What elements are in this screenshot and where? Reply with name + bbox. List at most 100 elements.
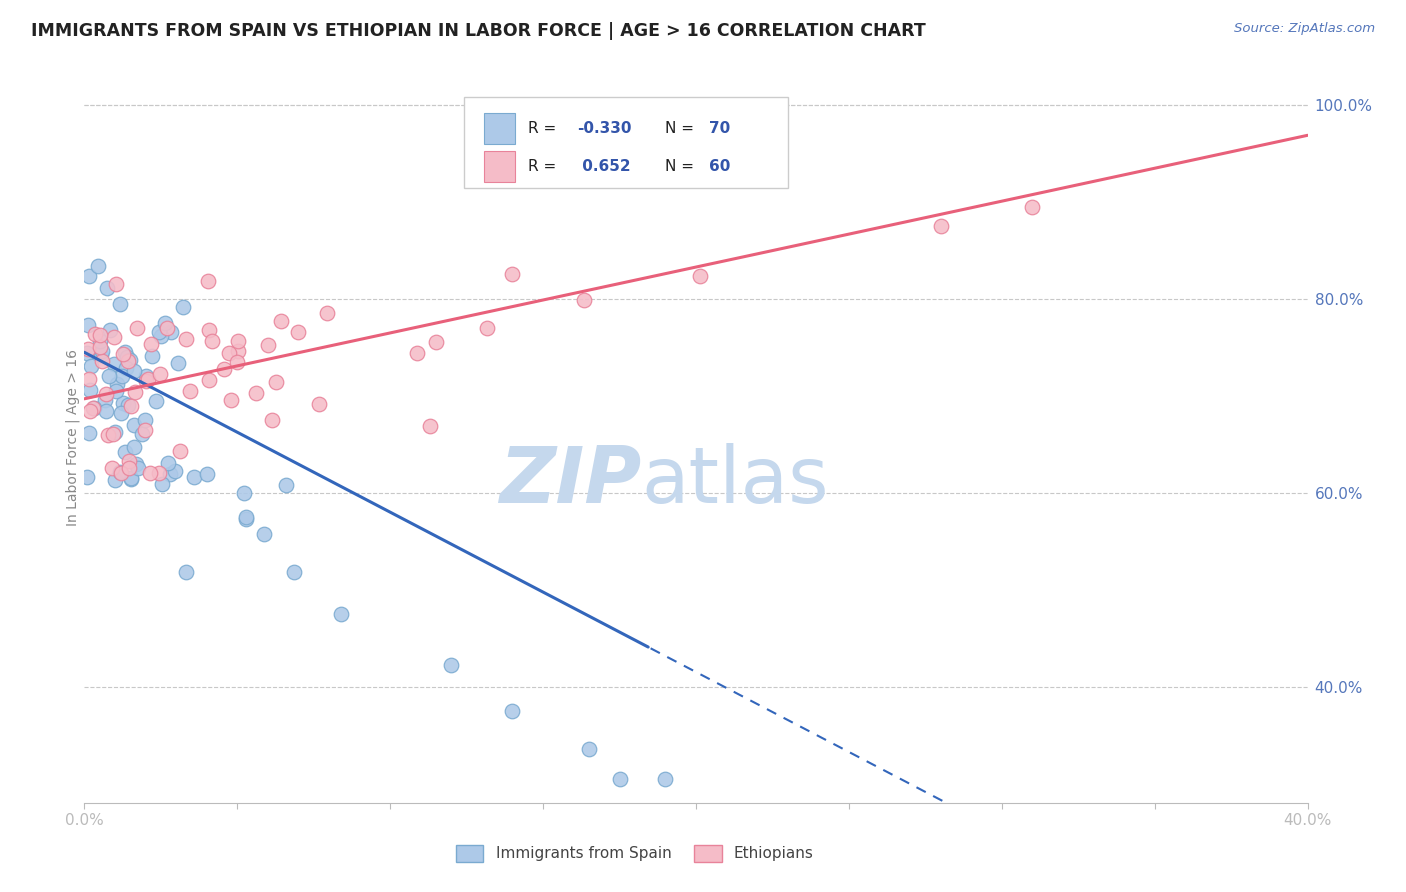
Point (405, 345, 427, 359)
Point (89, 340, 111, 354)
Point (110, 406, 132, 420)
Point (94, 392, 117, 407)
Point (419, 419, 441, 434)
Point (108, 297, 131, 311)
Point (149, 368, 172, 382)
Point (89, 348, 111, 362)
Text: R =: R = (529, 159, 561, 174)
Point (124, 385, 146, 400)
Point (112, 347, 135, 361)
Point (94, 404, 117, 418)
Point (149, 328, 172, 343)
Point (201, 334, 224, 348)
Point (103, 329, 125, 343)
Point (141, 349, 163, 363)
Point (124, 440, 146, 454)
Point (125, 321, 148, 335)
Point (253, 527, 276, 541)
Point (929, 219, 952, 234)
Legend: Immigrants from Spain, Ethiopians: Immigrants from Spain, Ethiopians (450, 838, 820, 868)
Text: 0.652: 0.652 (578, 159, 631, 174)
Bar (484, 151, 515, 182)
Point (134, 413, 156, 427)
Text: IMMIGRANTS FROM SPAIN VS ETHIOPIAN IN LABOR FORCE | AGE > 16 CORRELATION CHART: IMMIGRANTS FROM SPAIN VS ETHIOPIAN IN LA… (31, 22, 925, 40)
Point (117, 399, 139, 413)
Point (156, 321, 179, 335)
Point (156, 456, 179, 470)
Point (148, 325, 170, 339)
Point (77, 372, 100, 386)
Point (98, 368, 121, 383)
Point (114, 445, 136, 459)
Point (77, 318, 100, 333)
Point (179, 384, 201, 399)
Point (79, 425, 101, 440)
Point (654, 772, 676, 786)
Point (105, 376, 128, 391)
Point (139, 337, 162, 351)
Point (475, 321, 498, 335)
Point (79, 383, 101, 397)
Point (82, 401, 104, 415)
Point (198, 323, 221, 337)
Point (235, 510, 257, 524)
Point (105, 277, 128, 291)
Text: ZIP: ZIP (499, 443, 641, 519)
Text: atlas: atlas (641, 443, 828, 519)
Point (440, 657, 463, 672)
Point (118, 352, 141, 367)
Point (287, 325, 309, 339)
Text: N =: N = (665, 121, 699, 136)
Point (166, 356, 188, 370)
Point (195, 467, 218, 482)
Point (174, 566, 197, 580)
Point (110, 467, 132, 481)
Point (169, 444, 191, 458)
Point (578, 742, 600, 756)
Point (257, 338, 280, 352)
Point (134, 424, 156, 438)
Point (103, 358, 125, 372)
Point (308, 397, 330, 411)
Text: -0.330: -0.330 (578, 121, 631, 136)
Point (104, 384, 127, 398)
Point (609, 772, 631, 786)
Point (101, 460, 124, 475)
Point (118, 460, 141, 475)
Point (501, 267, 523, 281)
Point (76, 469, 98, 483)
Point (159, 467, 181, 481)
Point (145, 394, 167, 409)
Point (150, 476, 173, 491)
Text: R =: R = (529, 121, 561, 136)
Point (122, 363, 145, 377)
Point (232, 486, 254, 500)
Point (218, 345, 240, 359)
Point (226, 354, 249, 368)
Point (135, 374, 157, 388)
Point (117, 354, 139, 368)
Point (1021, 200, 1043, 214)
Point (112, 395, 135, 409)
Text: 60: 60 (710, 159, 731, 174)
Point (274, 477, 297, 491)
Point (689, 269, 711, 284)
Point (83, 326, 105, 341)
Point (127, 460, 149, 475)
Y-axis label: In Labor Force | Age > 16: In Labor Force | Age > 16 (66, 349, 80, 525)
Point (91, 344, 114, 359)
Point (183, 470, 205, 484)
Point (97, 428, 120, 442)
Point (131, 427, 153, 442)
Bar (484, 113, 515, 144)
Point (104, 425, 127, 439)
Point (115, 351, 138, 365)
Point (197, 274, 219, 288)
Point (226, 343, 249, 358)
Point (174, 332, 197, 346)
Point (114, 361, 136, 376)
FancyBboxPatch shape (464, 97, 787, 188)
Text: N =: N = (665, 159, 699, 174)
Point (118, 454, 141, 468)
Point (153, 316, 176, 330)
